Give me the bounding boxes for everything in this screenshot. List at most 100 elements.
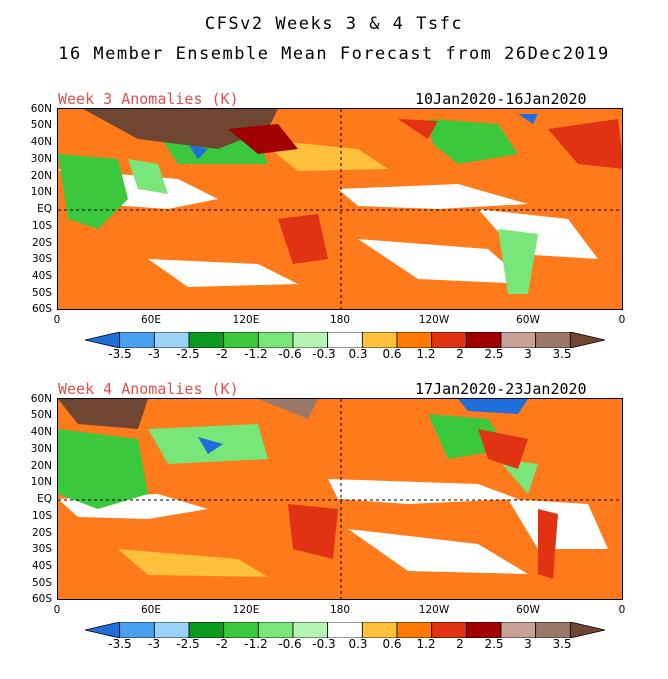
colorbar-swatch (257, 332, 294, 348)
colorbar-swatch (465, 332, 502, 348)
lat-label: 40S (31, 560, 52, 572)
colorbar-label: 3.5 (552, 347, 572, 361)
colorbar-swatch (153, 332, 190, 348)
colorbar-swatch (569, 622, 605, 638)
colorbar-label: -0.3 (312, 637, 336, 651)
lon-label: 60W (516, 604, 540, 616)
colorbar-swatch (257, 622, 294, 638)
colorbar-label: -1.2 (244, 347, 268, 361)
lat-label: 20S (31, 237, 52, 249)
lat-label: 50N (30, 119, 52, 131)
colorbar-swatch (396, 332, 433, 348)
colorbar-swatch (327, 622, 363, 638)
colorbar-label: -3.5 (108, 637, 132, 651)
lon-label: 0 (618, 314, 626, 326)
lon-label: 60W (516, 314, 540, 326)
colorbar-swatch (500, 332, 537, 348)
colorbar-swatch (85, 332, 121, 348)
colorbar-label: 0.6 (382, 347, 402, 361)
colorbar-swatch (535, 622, 571, 638)
colorbar-swatch (569, 332, 605, 348)
colorbar-label: -0.3 (312, 347, 336, 361)
colorbar-label: 1.2 (416, 637, 436, 651)
lon-label: 0 (618, 604, 626, 616)
colorbar-label: 2.5 (484, 637, 504, 651)
colorbar-label: 2 (456, 637, 464, 651)
lat-label: EQ (37, 203, 52, 215)
title-line-2: 16 Member Ensemble Mean Forecast from 26… (58, 44, 610, 64)
colorbar-swatch (535, 332, 571, 348)
colorbar-label: 3 (524, 347, 532, 361)
colorbar-label: -3 (148, 637, 160, 651)
colorbar-swatch (292, 622, 329, 638)
lon-label: 180 (329, 604, 351, 616)
colorbar-swatch (223, 622, 259, 638)
colorbar-label: -2.5 (176, 637, 200, 651)
lon-label: 120W (418, 314, 450, 326)
colorbar-swatch (431, 622, 467, 638)
colorbar-label: 0.6 (382, 637, 402, 651)
lon-label: 180 (329, 314, 351, 326)
colorbar-swatch (361, 332, 398, 348)
colorbar-label: -1.2 (244, 637, 268, 651)
colorbar-swatch (119, 332, 155, 348)
colorbar-label: -2 (216, 637, 228, 651)
colorbar-swatch (396, 622, 433, 638)
colorbar-label: 3.5 (552, 637, 572, 651)
colorbar-swatch (292, 332, 329, 348)
lat-label: 40N (30, 426, 52, 438)
lat-label: 40N (30, 136, 52, 148)
colorbar-label: -2 (216, 347, 228, 361)
colorbar-week4 (85, 622, 605, 638)
colorbar-swatch (85, 622, 121, 638)
lon-label: 120W (418, 604, 450, 616)
lon-label: 60E (141, 314, 161, 326)
colorbar-swatch (188, 622, 225, 638)
colorbar-label: 1.2 (416, 347, 436, 361)
lat-label: 20N (30, 170, 52, 182)
lat-label: 30N (30, 153, 52, 165)
colorbar-swatch (153, 622, 190, 638)
colorbar-label: 0.3 (348, 347, 368, 361)
title-line-1: CFSv2 Weeks 3 & 4 Tsfc (204, 14, 464, 34)
lat-label: 30N (30, 443, 52, 455)
colorbar-swatch (500, 622, 537, 638)
lat-label: 20S (31, 527, 52, 539)
colorbar-label: -2.5 (176, 347, 200, 361)
colorbar-swatch (119, 622, 155, 638)
colorbar-swatch (188, 332, 225, 348)
lat-label: 10N (30, 476, 52, 488)
lat-label: 60S (31, 303, 52, 315)
lat-label: 50S (31, 287, 52, 299)
lat-label: 60N (30, 103, 52, 115)
lat-label: 30S (31, 543, 52, 555)
colorbar-label: -3.5 (108, 347, 132, 361)
lat-label: 50N (30, 409, 52, 421)
colorbar-swatch (431, 332, 467, 348)
week4-dates: 17Jan2020-23Jan2020 (415, 380, 587, 398)
lat-label: 10S (31, 220, 52, 232)
colorbar-label: 2 (456, 347, 464, 361)
lat-label: 40S (31, 270, 52, 282)
lat-label: 60S (31, 593, 52, 605)
lat-label: EQ (37, 493, 52, 505)
lat-label: 10S (31, 510, 52, 522)
lat-label: 50S (31, 577, 52, 589)
week3-dates: 10Jan2020-16Jan2020 (415, 90, 587, 108)
lon-label: 120E (232, 604, 260, 616)
week3-label: Week 3 Anomalies (K) (58, 90, 239, 108)
week4-anomaly-map (57, 398, 623, 600)
colorbar-swatch (327, 332, 363, 348)
colorbar-swatch (361, 622, 398, 638)
lat-label: 60N (30, 393, 52, 405)
colorbar-label: -0.6 (278, 347, 302, 361)
week3-anomaly-map (57, 108, 623, 310)
lat-label: 10N (30, 186, 52, 198)
lon-label: 0 (53, 314, 61, 326)
colorbar-label: 3 (524, 637, 532, 651)
lat-label: 20N (30, 460, 52, 472)
colorbar-label: 2.5 (484, 347, 504, 361)
lon-label: 60E (141, 604, 161, 616)
lon-label: 120E (232, 314, 260, 326)
colorbar-week3 (85, 332, 605, 348)
